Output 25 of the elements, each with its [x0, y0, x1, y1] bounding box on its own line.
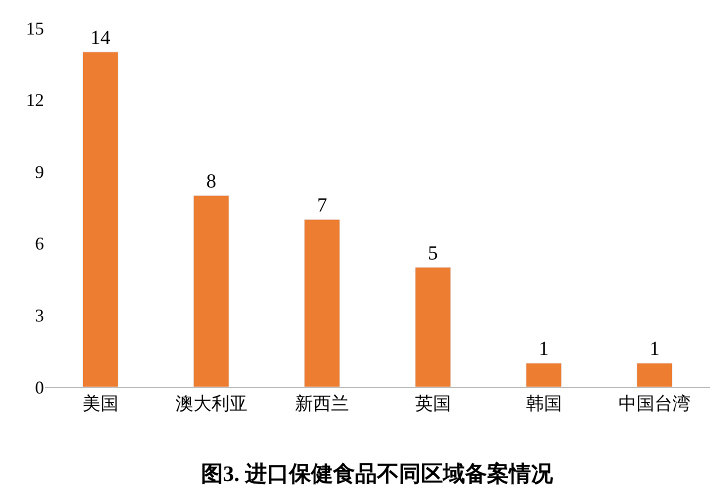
bar [414, 267, 451, 387]
bar [304, 219, 340, 387]
bar [526, 362, 562, 387]
bar [193, 195, 230, 387]
data-label: 5 [428, 242, 438, 264]
x-tick-label: 英国 [414, 394, 451, 414]
y-tick-label: 12 [26, 90, 44, 110]
y-tick-label: 9 [35, 162, 44, 182]
y-tick-label: 15 [26, 18, 44, 38]
data-label: 1 [538, 338, 549, 360]
bar [82, 52, 118, 387]
x-tick-label: 新西兰 [295, 394, 350, 414]
y-tick-label: 3 [35, 306, 44, 326]
x-tick-label: 澳大利亚 [175, 394, 248, 414]
data-label: 7 [317, 194, 328, 216]
y-tick-label: 0 [35, 377, 44, 398]
x-tick-label: 韩国 [526, 394, 562, 414]
y-tick-label: 6 [35, 234, 44, 254]
x-tick-label: 中国台湾 [618, 394, 691, 414]
text: 图3. 进口保健食品不同区域备案情况 [201, 461, 554, 486]
bar [636, 362, 673, 387]
x-tick-label: 美国 [82, 394, 118, 414]
data-label: 14 [90, 26, 110, 49]
data-label: 1 [650, 338, 660, 360]
data-label: 8 [206, 170, 216, 193]
